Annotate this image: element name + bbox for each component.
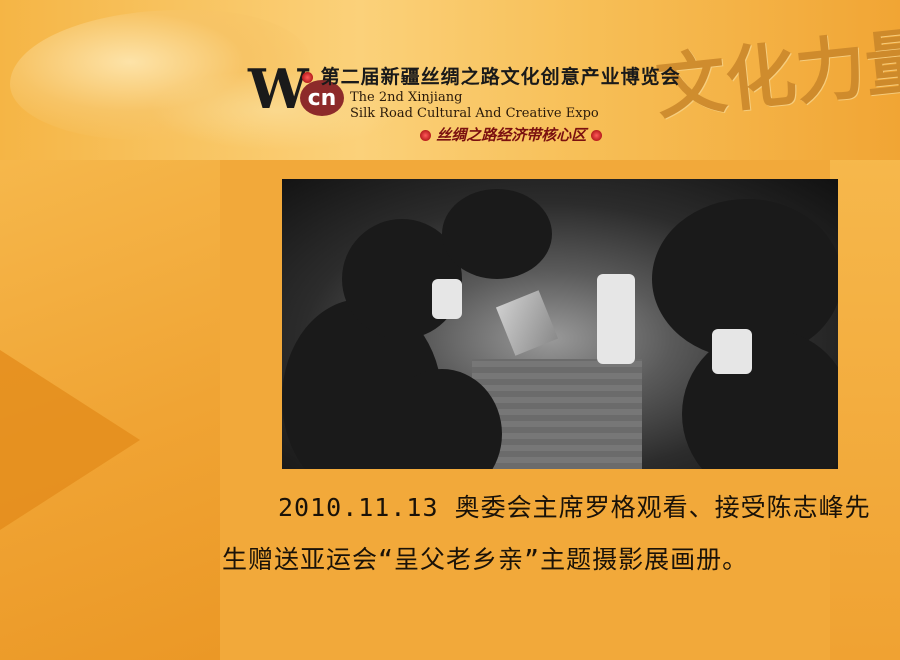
flower-icon <box>591 130 603 141</box>
photo-caption: 2010.11.13 奥委会主席罗格观看、接受陈志峰先生赠送亚运会“呈父老乡亲”… <box>222 482 892 586</box>
zone-subtitle-text: 丝绸之路经济带核心区 <box>436 126 587 144</box>
crowd-shape <box>382 369 502 469</box>
expo-title-cn: 第二届新疆丝绸之路文化创意产业博览会 <box>302 62 681 89</box>
flower-icon <box>420 130 431 141</box>
white-shirt <box>432 279 462 319</box>
expo-title-en: The 2nd Xinjiang Silk Road Cultural And … <box>350 90 599 122</box>
expo-logo-cn: cn <box>300 80 344 116</box>
expo-logo-w: W <box>248 57 309 121</box>
photo-album-book <box>495 290 559 356</box>
crowd-shape <box>682 329 838 469</box>
decorative-triangle <box>0 350 140 530</box>
press-crowd-photo <box>282 179 838 469</box>
left-background-panel <box>0 150 220 660</box>
expo-title-en-line2: Silk Road Cultural And Creative Expo <box>350 106 599 121</box>
expo-banner: 文化力量 W cn 第二届新疆丝绸之路文化创意产业博览会 The 2nd Xin… <box>0 0 900 160</box>
flower-icon <box>302 72 313 83</box>
white-shirt <box>597 274 635 364</box>
photo-caption-text: 2010.11.13 奥委会主席罗格观看、接受陈志峰先生赠送亚运会“呈父老乡亲”… <box>222 493 871 574</box>
zone-subtitle: 丝绸之路经济带核心区 <box>420 124 603 145</box>
expo-title-cn-text: 第二届新疆丝绸之路文化创意产业博览会 <box>320 66 681 88</box>
crowd-shape <box>442 189 552 279</box>
expo-title-en-line1: The 2nd Xinjiang <box>350 90 463 105</box>
silk-wave-decoration-2 <box>150 70 400 150</box>
wooden-floor <box>472 359 642 469</box>
white-shirt <box>712 329 752 374</box>
right-background-panel <box>830 150 900 660</box>
calligraphy-title: 文化力量 <box>651 17 900 130</box>
